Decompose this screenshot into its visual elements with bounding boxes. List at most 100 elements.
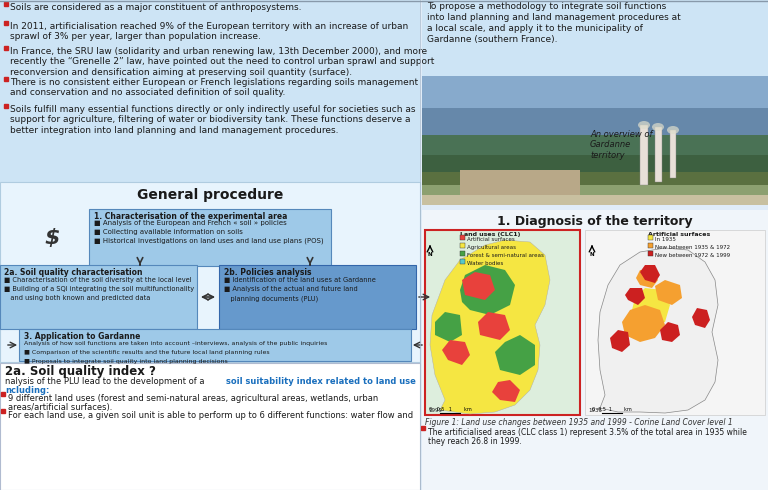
Text: planning documents (PLU): planning documents (PLU)	[224, 295, 318, 301]
FancyBboxPatch shape	[219, 265, 416, 329]
Text: 0  0.5  1        km: 0 0.5 1 km	[592, 407, 632, 412]
Bar	[422, 108, 768, 135]
Bar	[422, 185, 768, 195]
Text: ncluding:: ncluding:	[5, 386, 49, 395]
Polygon shape	[430, 240, 550, 414]
Text: Gardanne (southern France).: Gardanne (southern France).	[427, 35, 558, 44]
Text: To propose a methodology to integrate soil functions: To propose a methodology to integrate so…	[427, 2, 667, 11]
Bar	[640, 125, 648, 185]
Text: ■ Collecting available information on soils: ■ Collecting available information on so…	[94, 229, 243, 235]
Text: areas/artificial surfaces).: areas/artificial surfaces).	[8, 403, 112, 412]
Polygon shape	[622, 305, 665, 342]
Ellipse shape	[667, 126, 679, 134]
Polygon shape	[598, 248, 718, 413]
Text: ■ Historical investigations on land uses and land use plans (POS): ■ Historical investigations on land uses…	[94, 238, 323, 245]
Bar	[422, 195, 768, 205]
Polygon shape	[636, 270, 658, 288]
Bar	[460, 244, 465, 248]
Bar	[670, 130, 676, 178]
Text: Soils are considered as a major constituent of anthroposystems.: Soils are considered as a major constitu…	[10, 3, 302, 12]
Text: The artificialised areas (CLC class 1) represent 3.5% of the total area in 1935 : The artificialised areas (CLC class 1) r…	[428, 428, 746, 437]
Bar	[425, 230, 580, 415]
Polygon shape	[655, 280, 682, 305]
Text: ■ Building of a SQI integrating the soil multifunctionality: ■ Building of a SQI integrating the soil…	[4, 286, 194, 292]
Bar	[648, 251, 653, 256]
FancyBboxPatch shape	[0, 265, 197, 329]
Text: ■ Analysis of the actual and future land: ■ Analysis of the actual and future land	[224, 286, 358, 292]
Polygon shape	[610, 330, 630, 352]
Text: Soils fulfill many essential functions directly or only indirectly useful for so: Soils fulfill many essential functions d…	[10, 105, 415, 135]
Text: 2a. Soil quality index ?: 2a. Soil quality index ?	[5, 365, 156, 378]
Bar	[422, 0, 768, 108]
Text: Figure 1: Land use changes between 1935 and 1999 - Corine Land Cover level 1: Figure 1: Land use changes between 1935 …	[425, 418, 733, 427]
Bar	[460, 170, 580, 195]
Polygon shape	[492, 380, 520, 402]
Text: New between 1935 & 1972: New between 1935 & 1972	[655, 245, 730, 250]
Ellipse shape	[638, 121, 650, 129]
Text: Forest & semi-natural areas: Forest & semi-natural areas	[467, 253, 544, 258]
Bar	[0, 0, 420, 182]
Text: 1. Characterisation of the experimental area: 1. Characterisation of the experimental …	[94, 212, 287, 221]
Text: 3. Application to Gardanne: 3. Application to Gardanne	[24, 332, 141, 341]
Text: In 2011, artificialisation reached 9% of the European territory with an increase: In 2011, artificialisation reached 9% of…	[10, 22, 409, 41]
Bar	[422, 76, 768, 108]
Text: There is no consistent either European or French legislations regarding soils ma: There is no consistent either European o…	[10, 78, 418, 98]
Text: ■ Characterisation of the soil diversity at the local level: ■ Characterisation of the soil diversity…	[4, 277, 192, 283]
Text: Water bodies: Water bodies	[467, 261, 503, 266]
Text: and using both known and predicted data: and using both known and predicted data	[4, 295, 151, 301]
Bar	[460, 251, 465, 256]
Bar	[460, 260, 465, 265]
Polygon shape	[462, 272, 495, 300]
Text: soil suitability index related to land use: soil suitability index related to land u…	[226, 377, 416, 386]
Text: Land uses (CLC1): Land uses (CLC1)	[460, 232, 521, 237]
Polygon shape	[625, 288, 645, 305]
Polygon shape	[660, 322, 680, 342]
Bar	[460, 236, 465, 241]
Text: ■ Proposals to integrate soil quality into land planning decisions: ■ Proposals to integrate soil quality in…	[24, 359, 228, 364]
Text: 2b. Policies analysis: 2b. Policies analysis	[224, 268, 312, 277]
Bar	[648, 244, 653, 248]
Text: N: N	[590, 252, 594, 257]
Polygon shape	[692, 308, 710, 328]
Polygon shape	[435, 312, 462, 342]
Text: nalysis of the PLU lead to the development of a: nalysis of the PLU lead to the developme…	[5, 377, 207, 386]
Text: New between 1972 & 1999: New between 1972 & 1999	[655, 253, 730, 258]
Polygon shape	[640, 265, 660, 283]
Bar	[0, 363, 420, 490]
Text: ■ Analysis of the European and French « soil » policies: ■ Analysis of the European and French « …	[94, 220, 286, 226]
Text: ■ Comparison of the scientific results and the future local land planning rules: ■ Comparison of the scientific results a…	[24, 350, 270, 355]
Text: into land planning and land management procedures at: into land planning and land management p…	[427, 13, 680, 22]
Text: N: N	[428, 252, 432, 257]
Ellipse shape	[652, 123, 664, 131]
Bar	[585, 230, 765, 415]
Polygon shape	[495, 335, 535, 375]
Text: a local scale, and apply it to the municipality of: a local scale, and apply it to the munic…	[427, 24, 643, 33]
Text: In 1935: In 1935	[655, 237, 676, 242]
Text: 2a. Soil quality characterisation: 2a. Soil quality characterisation	[4, 268, 143, 277]
Text: In France, the SRU law (solidarity and urban renewing law, 13th December 2000), : In France, the SRU law (solidarity and u…	[10, 47, 435, 77]
Text: 9 different land uses (forest and semi-natural areas, agricultural areas, wetlan: 9 different land uses (forest and semi-n…	[8, 394, 379, 403]
Text: $: $	[45, 228, 60, 248]
Text: Artificial surfaces: Artificial surfaces	[467, 237, 515, 242]
FancyBboxPatch shape	[19, 329, 411, 361]
Text: General procedure: General procedure	[137, 188, 283, 202]
Text: 1999: 1999	[428, 408, 442, 413]
Text: ■ Identification of the land uses at Gardanne: ■ Identification of the land uses at Gar…	[224, 277, 376, 283]
Bar	[422, 135, 768, 155]
Text: An overview of
Gardanne
territory: An overview of Gardanne territory	[590, 130, 653, 160]
Polygon shape	[442, 340, 470, 365]
Bar	[648, 236, 653, 241]
Text: Agricultural areas: Agricultural areas	[467, 245, 516, 250]
Text: 1935: 1935	[588, 408, 602, 413]
Text: Analysis of how soil functions are taken into account –interviews, analysis of t: Analysis of how soil functions are taken…	[24, 341, 327, 346]
Text: Artificial surfaces: Artificial surfaces	[648, 232, 710, 237]
Polygon shape	[632, 288, 670, 325]
FancyBboxPatch shape	[89, 209, 331, 266]
Bar	[422, 155, 768, 172]
Text: they reach 26.8 in 1999.: they reach 26.8 in 1999.	[428, 437, 521, 446]
Text: For each land use, a given soil unit is able to perform up to 6 different functi: For each land use, a given soil unit is …	[8, 411, 413, 420]
Text: 1. Diagnosis of the territory: 1. Diagnosis of the territory	[497, 215, 693, 228]
Bar	[422, 172, 768, 185]
Polygon shape	[478, 312, 510, 340]
Polygon shape	[460, 265, 515, 315]
